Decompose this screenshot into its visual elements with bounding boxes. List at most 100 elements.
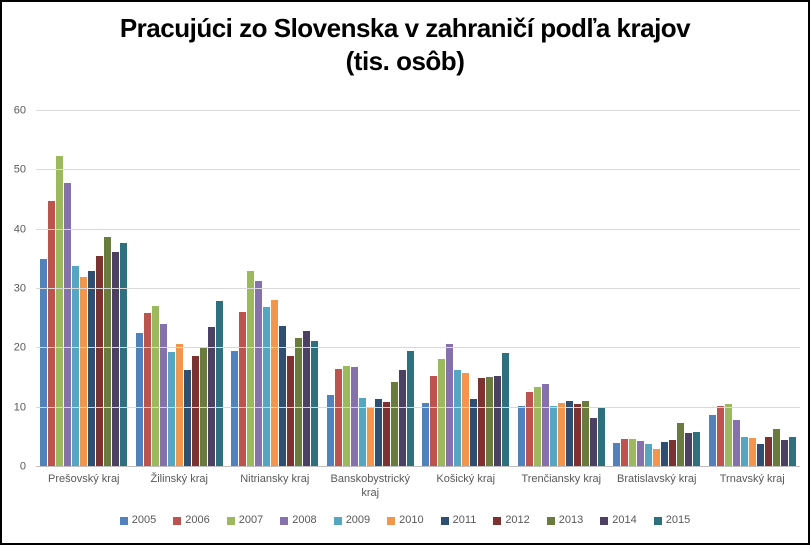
bar-2009-4 [358,398,366,467]
bar-2015-1 [120,242,128,467]
bar-2006-5 [430,375,438,467]
bar-2010-6 [557,402,565,467]
bar-2015-6 [597,407,605,467]
legend-swatch [387,516,396,525]
bar-2015-4 [406,351,414,467]
legend-label: 2014 [612,514,637,526]
bar-group [323,111,419,467]
bar-2006-2 [143,313,151,467]
x-axis-category-label: Bratislavský kraj [617,473,697,485]
x-axis-category-label: Košický kraj [436,473,496,485]
gridline [36,169,800,171]
bar-2013-4 [390,381,398,467]
x-axis-category-label: Nitriansky kraj [240,473,310,485]
legend-swatch [280,516,289,525]
bar-2009-5 [454,369,462,467]
bar-group [609,111,705,467]
x-axis-category-label: Banskobystrický kraj [330,473,410,499]
bar-2006-7 [621,438,629,467]
bar-2007-4 [342,365,350,467]
bar-2015-8 [788,437,796,467]
x-axis-category-label: Žilinský kraj [150,473,208,485]
bar-2011-1 [88,270,96,467]
legend-swatch [600,516,609,525]
bar-2005-7 [613,443,621,467]
bar-2014-3 [303,330,311,467]
y-axis-tick-label: 0 [19,460,26,473]
bar-2007-5 [438,359,446,467]
bar-group [227,111,323,467]
bar-2006-8 [716,406,724,467]
bar-group [514,111,610,467]
bar-2007-8 [724,403,732,467]
bar-2013-3 [295,338,303,467]
bar-2011-8 [756,444,764,467]
bar-2013-6 [581,401,589,467]
bar-group [705,111,801,467]
bar-2013-8 [772,429,780,467]
gridline [36,347,800,349]
legend-swatch [493,516,502,525]
bar-2010-1 [80,277,88,467]
bar-2005-5 [422,402,430,467]
y-axis-tick-label: 60 [13,104,26,117]
legend-label: 2012 [505,514,530,526]
legend-item: 2009 [333,514,371,526]
y-axis-tick-label: 30 [13,282,26,295]
bar-2009-7 [645,443,653,467]
bar-2014-8 [780,439,788,467]
bar-2007-1 [56,156,64,467]
bar-2012-3 [287,356,295,467]
bar-2012-6 [573,404,581,467]
legend-item: 2012 [493,514,530,526]
bar-2005-2 [135,332,143,467]
gridline [36,110,800,111]
legend-swatch [546,516,555,525]
y-axis-tick-label: 20 [13,341,26,354]
legend-item: 2015 [653,514,691,526]
bar-2008-5 [446,344,454,467]
bar-2006-3 [239,311,247,467]
bar-2014-4 [398,370,406,467]
y-axis: 0 10 20 30 40 50 60 [2,105,30,472]
gridline [36,228,800,230]
legend-swatch [440,516,449,525]
bar-2012-2 [191,356,199,467]
bar-2015-3 [311,341,319,467]
bar-2008-7 [637,440,645,467]
bar-2014-5 [494,376,502,467]
legend-label: 2015 [665,514,691,526]
bar-2012-4 [382,402,390,467]
bar-2006-4 [334,368,342,467]
gridline [36,406,800,408]
chart-subtitle: (tis. osôb) [345,46,465,76]
bar-2011-6 [565,401,573,467]
bar-2010-8 [748,437,756,467]
legend-item: 2007 [226,514,264,526]
legend-label: 2009 [345,514,371,526]
bar-2009-3 [263,306,271,467]
legend-label: 2005 [131,514,157,526]
legend-item: 2006 [173,515,210,526]
bar-2014-6 [589,418,597,467]
bar-2014-2 [207,326,215,467]
bar-2012-8 [764,436,772,467]
bar-2008-8 [732,420,740,467]
x-axis-line [36,466,800,467]
legend-label: 2007 [238,514,264,526]
legend-swatch [173,516,182,525]
legend-item: 2010 [387,515,424,526]
legend-swatch [333,516,342,525]
chart-title: Pracujúci zo Slovenska v zahraničí podľa… [119,13,691,43]
bar-2012-7 [669,440,677,467]
legend-swatch [653,516,662,525]
bar-2008-2 [159,324,167,467]
bar-2011-7 [661,442,669,467]
bar-2013-1 [104,237,112,467]
bar-2010-4 [366,407,374,467]
bar-2013-5 [486,377,494,467]
bar-2006-1 [48,200,56,467]
bar-2009-6 [549,405,557,467]
bar-2010-2 [175,344,183,467]
bar-2009-1 [72,266,80,467]
